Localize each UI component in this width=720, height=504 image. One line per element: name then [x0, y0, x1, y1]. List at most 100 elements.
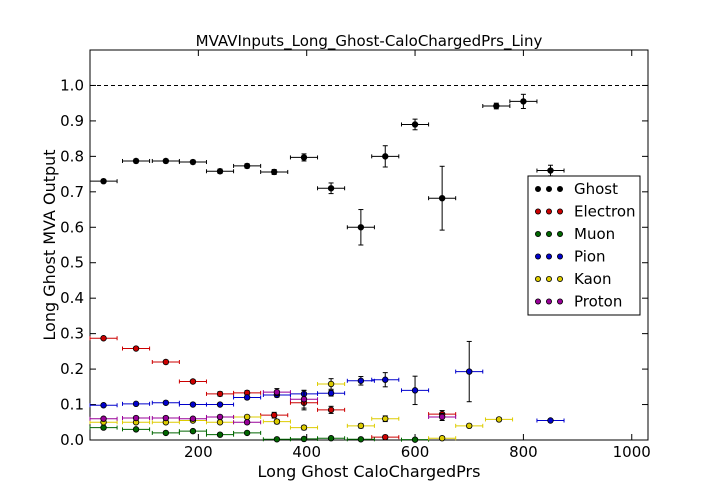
legend-marker: [535, 230, 542, 237]
legend-marker: [535, 208, 542, 215]
legend-box: [527, 175, 641, 316]
y-axis-title: Long Ghost MVA Output: [40, 149, 59, 340]
data-point: [300, 424, 308, 431]
data-point: [243, 394, 251, 401]
data-point: [243, 419, 251, 426]
legend-entry-pion: Pion: [535, 248, 606, 266]
x-tick-label: 800: [509, 443, 538, 461]
legend-marker: [546, 208, 553, 215]
data-point: [189, 401, 197, 408]
x-tick-label: 400: [292, 443, 321, 461]
legend-label: Kaon: [574, 270, 611, 288]
data-point: [327, 390, 335, 397]
data-point: [189, 427, 197, 435]
data-point: [270, 411, 278, 419]
data-point: [243, 413, 251, 421]
data-point: [162, 399, 170, 406]
legend-entry-muon: Muon: [535, 225, 615, 243]
data-point: [273, 418, 281, 425]
data-point: [466, 422, 473, 430]
data-point: [216, 419, 224, 426]
legend-marker: [546, 275, 553, 282]
data-point: [216, 401, 224, 408]
x-axis-title: Long Ghost CaloChargedPrs: [258, 462, 481, 481]
data-point: [466, 368, 473, 375]
data-point: [382, 153, 389, 160]
data-point: [327, 185, 335, 192]
data-series-layer: [89, 93, 565, 443]
chart-title: MVAVInputs_Long_Ghost-CaloChargedPrs_Lin…: [196, 32, 543, 51]
x-tick-label: 200: [184, 443, 213, 461]
legend-marker: [546, 298, 553, 305]
data-point: [100, 402, 107, 409]
legend-marker: [535, 185, 542, 192]
data-point: [547, 167, 554, 174]
y-tick-label: 0.6: [60, 218, 84, 236]
data-point: [162, 157, 170, 165]
x-tick-label: 1000: [613, 443, 651, 461]
data-point: [493, 102, 500, 110]
legend-marker: [557, 275, 564, 282]
data-point: [327, 380, 335, 388]
data-point: [270, 168, 278, 176]
data-point: [357, 436, 365, 443]
data-point: [189, 415, 197, 422]
y-axis-ticks: 0.0 0.1 0.2 0.3 0.4 0.5 0.6 0.7 0.8 0.9 1.0: [60, 76, 648, 449]
data-point: [438, 413, 446, 421]
legend-label: Electron: [574, 203, 636, 221]
data-point: [132, 400, 140, 408]
data-point: [357, 422, 365, 430]
legend-entry-proton: Proton: [535, 293, 622, 311]
legend-label: Ghost: [574, 180, 618, 198]
data-point: [132, 345, 140, 352]
data-point: [547, 417, 554, 424]
legend-label: Proton: [574, 293, 622, 311]
legend-entry-electron: Electron: [535, 203, 636, 221]
data-point: [216, 168, 224, 175]
data-point: [243, 162, 251, 170]
legend-entry-ghost: Ghost: [535, 180, 618, 198]
data-point: [162, 358, 170, 366]
legend-marker: [535, 275, 542, 282]
data-point: [100, 424, 107, 431]
series-ghost: [89, 93, 565, 246]
data-point: [357, 224, 365, 231]
legend-marker: [535, 298, 542, 305]
x-tick-label: 600: [401, 443, 430, 461]
data-point: [520, 98, 527, 105]
legend: Ghost Electron Muon Pion Kaon Proton: [527, 175, 641, 316]
data-point: [189, 158, 197, 166]
data-point: [382, 376, 389, 383]
series-proton: [89, 388, 457, 426]
data-point: [162, 414, 170, 422]
legend-marker: [557, 253, 564, 260]
data-point: [216, 431, 224, 438]
data-point: [273, 436, 281, 443]
data-point: [132, 157, 140, 165]
data-point: [300, 154, 308, 161]
y-tick-label: 0.5: [60, 254, 84, 272]
y-tick-label: 1.0: [60, 76, 84, 94]
legend-marker: [557, 208, 564, 215]
data-point: [216, 390, 224, 398]
data-point: [438, 435, 446, 442]
data-point: [382, 415, 389, 422]
y-tick-label: 0.0: [60, 431, 84, 449]
data-point: [100, 415, 107, 422]
y-tick-label: 0.8: [60, 147, 84, 165]
data-point: [327, 406, 335, 414]
legend-entry-kaon: Kaon: [535, 270, 611, 288]
data-point: [438, 194, 446, 202]
y-tick-label: 0.1: [60, 396, 84, 414]
legend-marker: [535, 253, 542, 260]
data-point: [382, 433, 389, 441]
data-point: [132, 426, 140, 433]
legend-marker: [546, 230, 553, 237]
data-point: [357, 377, 365, 384]
data-point: [100, 177, 107, 185]
data-point: [300, 435, 308, 443]
data-point: [411, 121, 419, 128]
legend-marker: [557, 230, 564, 237]
data-point: [273, 388, 281, 396]
legend-label: Pion: [574, 248, 606, 266]
